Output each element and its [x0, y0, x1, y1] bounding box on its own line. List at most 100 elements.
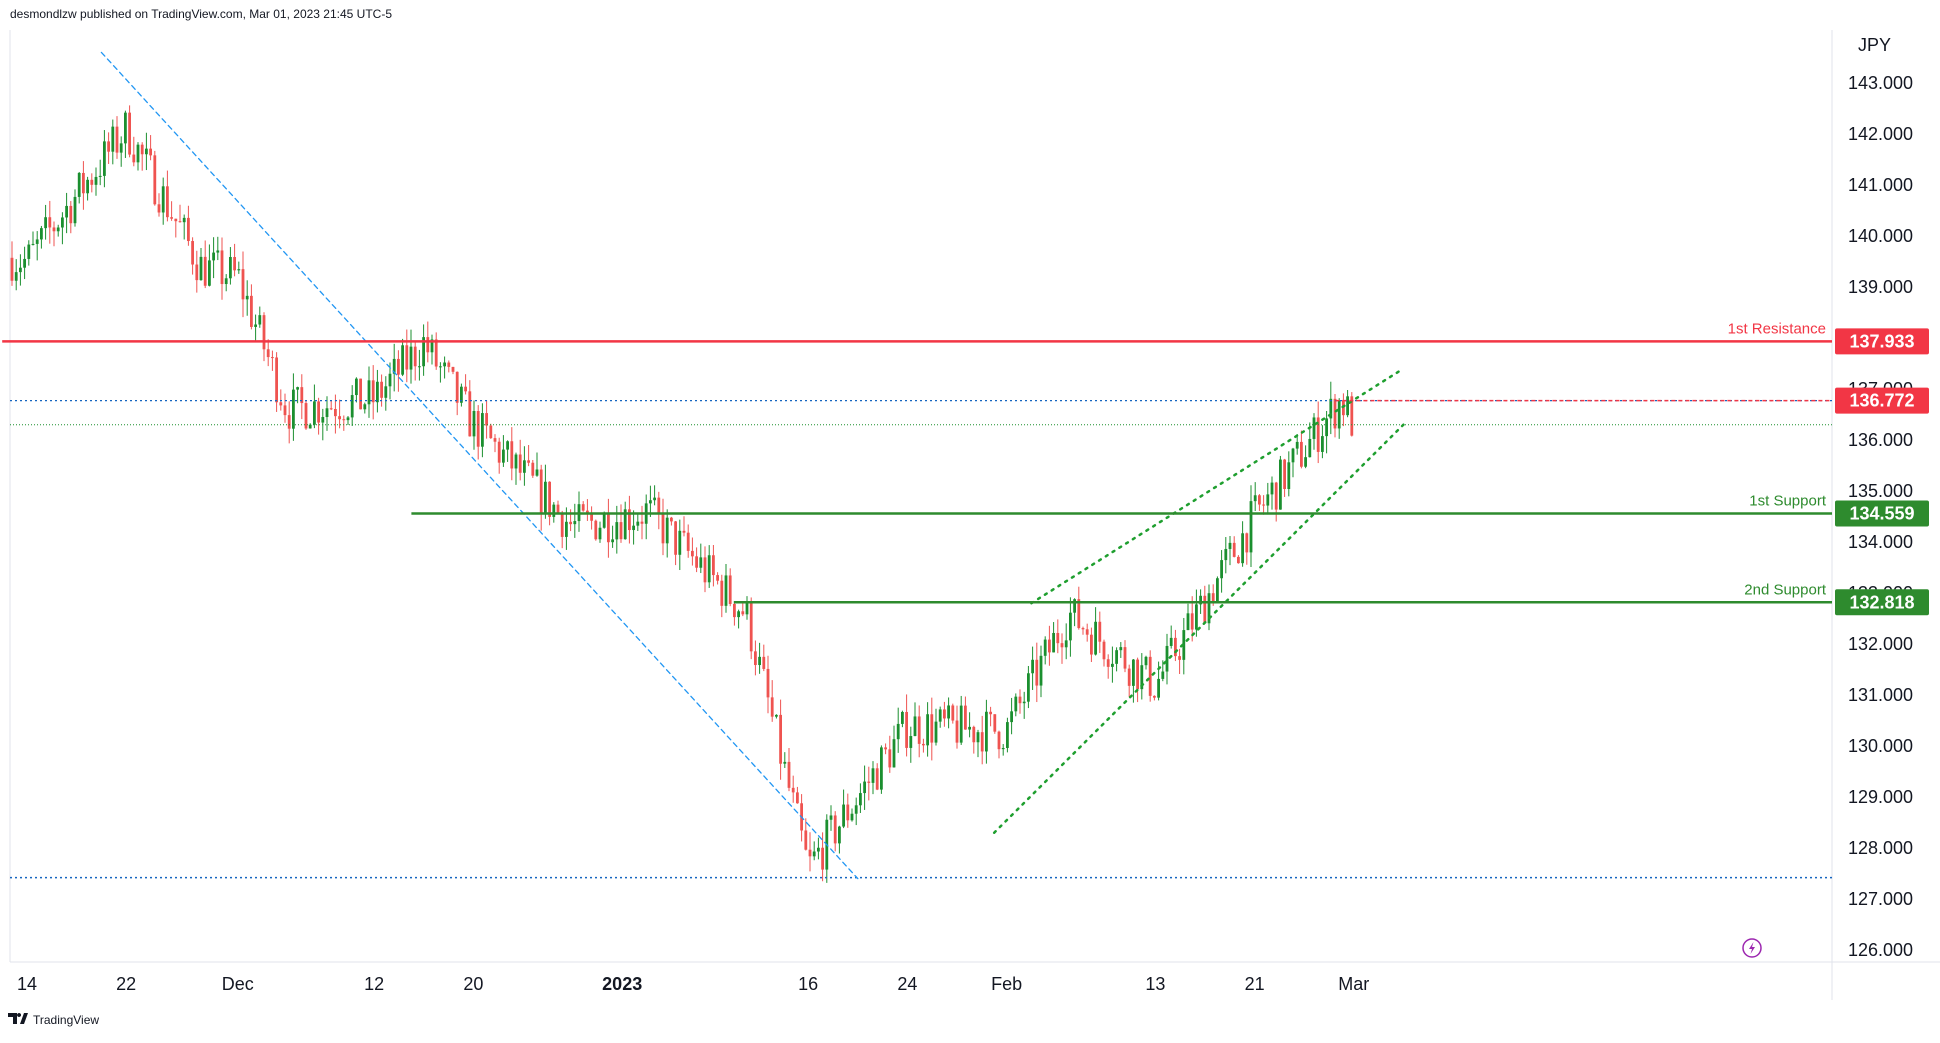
candle-body: [254, 324, 257, 327]
candle-body: [1245, 533, 1249, 553]
candle-body: [472, 411, 476, 437]
candle-body: [787, 761, 791, 788]
candle-body: [1346, 396, 1349, 416]
candle-body: [1136, 659, 1139, 690]
candle-body: [367, 380, 371, 405]
candle-body: [434, 339, 438, 367]
trendline-channel-lower[interactable]: [992, 423, 1405, 834]
price-tick-label: 128.000: [1848, 838, 1913, 858]
candle-body: [980, 732, 984, 752]
candle-body: [384, 386, 388, 398]
candle-body: [1325, 418, 1328, 437]
candle-body: [317, 401, 320, 423]
candle-body: [73, 196, 77, 224]
candle-body: [1144, 656, 1148, 666]
candle-body: [829, 815, 833, 820]
candle-body: [52, 227, 56, 232]
candles-layer: [10, 105, 1354, 883]
candle-body: [712, 555, 715, 576]
candle-body: [1321, 436, 1324, 452]
time-tick-label: Dec: [222, 974, 254, 994]
candle-body: [191, 241, 194, 265]
candle-body: [1043, 639, 1047, 656]
candle-body: [1073, 599, 1076, 613]
candle-body: [216, 250, 220, 253]
candle-body: [619, 522, 623, 540]
candle-body: [27, 244, 31, 259]
candle-body: [611, 539, 614, 543]
candle-body: [1274, 482, 1278, 510]
candle-body: [636, 521, 640, 526]
candle-body: [552, 504, 556, 517]
candle-body: [808, 849, 812, 857]
candle-body: [90, 179, 94, 185]
time-tick-label: 24: [897, 974, 917, 994]
price-tick-label: 136.000: [1848, 430, 1913, 450]
candle-body: [132, 154, 136, 163]
candle-body: [476, 411, 480, 447]
candle-body: [397, 358, 400, 375]
price-tick-label: 132.000: [1848, 634, 1913, 654]
candle-body: [1228, 542, 1232, 549]
candle-body: [468, 391, 472, 437]
candle-body: [1178, 656, 1181, 660]
candle-body: [128, 112, 131, 155]
candle-body: [884, 747, 887, 750]
time-tick-label: 14: [17, 974, 37, 994]
level-label: 1st Resistance: [1728, 320, 1826, 337]
candle-body: [493, 438, 497, 442]
candle-body: [602, 513, 606, 528]
candle-body: [1287, 462, 1291, 490]
candle-body: [208, 260, 211, 286]
candle-body: [1232, 542, 1236, 557]
candle-body: [1224, 548, 1228, 561]
candle-body: [325, 408, 329, 418]
candle-body: [153, 155, 157, 205]
candle-body: [258, 315, 262, 325]
candle-body: [506, 441, 509, 450]
trendline-descending[interactable]: [100, 51, 859, 880]
candle-body: [1186, 613, 1190, 631]
candle-body: [313, 401, 316, 425]
candle-body: [623, 509, 627, 540]
candle-body: [283, 405, 287, 416]
candle-body: [682, 530, 686, 533]
candle-body: [510, 441, 514, 469]
candle-body: [993, 714, 997, 732]
candle-body: [481, 413, 484, 447]
candle-body: [203, 256, 207, 286]
candle-body: [888, 749, 892, 768]
candle-body: [791, 787, 795, 793]
candle-body: [1010, 711, 1013, 723]
candle-body: [1165, 645, 1169, 672]
candle-body: [749, 601, 753, 652]
tradingview-logo[interactable]: TradingView: [8, 1013, 99, 1027]
replay-icon[interactable]: [1742, 938, 1762, 958]
candle-body: [262, 315, 266, 350]
candle-body: [1283, 459, 1286, 490]
candle-body: [1190, 613, 1194, 630]
trendline-channel-upper[interactable]: [1030, 367, 1405, 605]
candle-body: [31, 243, 35, 245]
candle-body: [439, 366, 442, 368]
candle-body: [1291, 448, 1295, 463]
candle-body: [371, 380, 375, 403]
candle-body: [1081, 628, 1085, 630]
candle-body: [535, 469, 539, 476]
candle-body: [796, 792, 799, 804]
candle-body: [321, 417, 325, 423]
candle-body: [1249, 501, 1253, 553]
candle-body: [229, 257, 232, 279]
candle-body: [304, 403, 308, 429]
candle-body: [77, 172, 81, 197]
price-tick-label: 143.000: [1848, 73, 1913, 93]
candle-body: [426, 337, 430, 353]
level-label: 2nd Support: [1744, 581, 1827, 598]
candle-body: [149, 148, 152, 156]
price-tag-box: [1835, 500, 1929, 527]
candle-body: [1106, 659, 1110, 667]
candle-body: [65, 205, 68, 218]
candle-body: [1157, 678, 1160, 698]
candle-body: [250, 295, 253, 327]
candle-body: [1279, 459, 1282, 510]
